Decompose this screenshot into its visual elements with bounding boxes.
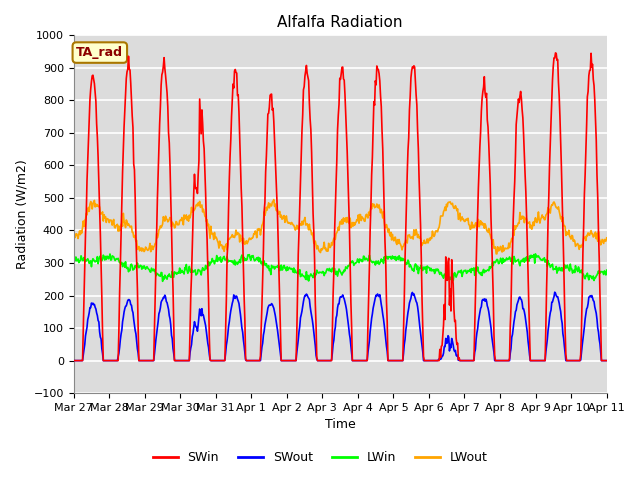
Y-axis label: Radiation (W/m2): Radiation (W/m2) — [15, 159, 28, 269]
SWout — [603, 358, 611, 363]
SWout — [420, 358, 428, 363]
LWout — [134, 245, 142, 251]
SWin — [603, 358, 611, 363]
LWout — [421, 240, 429, 246]
SWout — [405, 305, 413, 311]
SWout — [551, 289, 559, 295]
LWin — [421, 266, 429, 272]
LWout — [406, 232, 413, 238]
Line: LWout: LWout — [74, 200, 607, 254]
Line: SWin: SWin — [74, 53, 607, 360]
Legend: SWin, SWout, LWin, LWout: SWin, SWout, LWin, LWout — [147, 446, 493, 469]
SWin — [420, 358, 428, 363]
LWin — [70, 257, 77, 263]
SWin — [552, 50, 559, 56]
LWout — [270, 197, 278, 203]
Title: Alfalfa Radiation: Alfalfa Radiation — [277, 15, 403, 30]
LWout — [70, 236, 77, 242]
LWin — [159, 278, 166, 284]
SWin — [188, 248, 196, 253]
LWout — [79, 218, 87, 224]
SWin — [216, 358, 224, 363]
SWin — [79, 328, 87, 334]
LWout — [603, 235, 611, 241]
SWin — [134, 325, 142, 331]
Line: SWout: SWout — [74, 292, 607, 360]
SWout — [79, 352, 87, 358]
LWin — [79, 257, 87, 263]
LWout — [216, 243, 224, 249]
LWin — [218, 259, 225, 265]
SWout — [216, 358, 224, 363]
SWin — [70, 358, 77, 363]
X-axis label: Time: Time — [324, 419, 355, 432]
SWout — [70, 358, 77, 363]
LWout — [188, 209, 196, 215]
SWout — [188, 334, 196, 339]
LWin — [532, 251, 540, 257]
LWin — [134, 264, 142, 269]
Line: LWin: LWin — [74, 254, 607, 281]
SWout — [134, 350, 142, 356]
Text: TA_rad: TA_rad — [76, 46, 124, 59]
LWin — [603, 267, 611, 273]
SWin — [405, 135, 413, 141]
LWin — [189, 268, 197, 274]
LWin — [406, 264, 413, 270]
LWout — [493, 251, 500, 257]
